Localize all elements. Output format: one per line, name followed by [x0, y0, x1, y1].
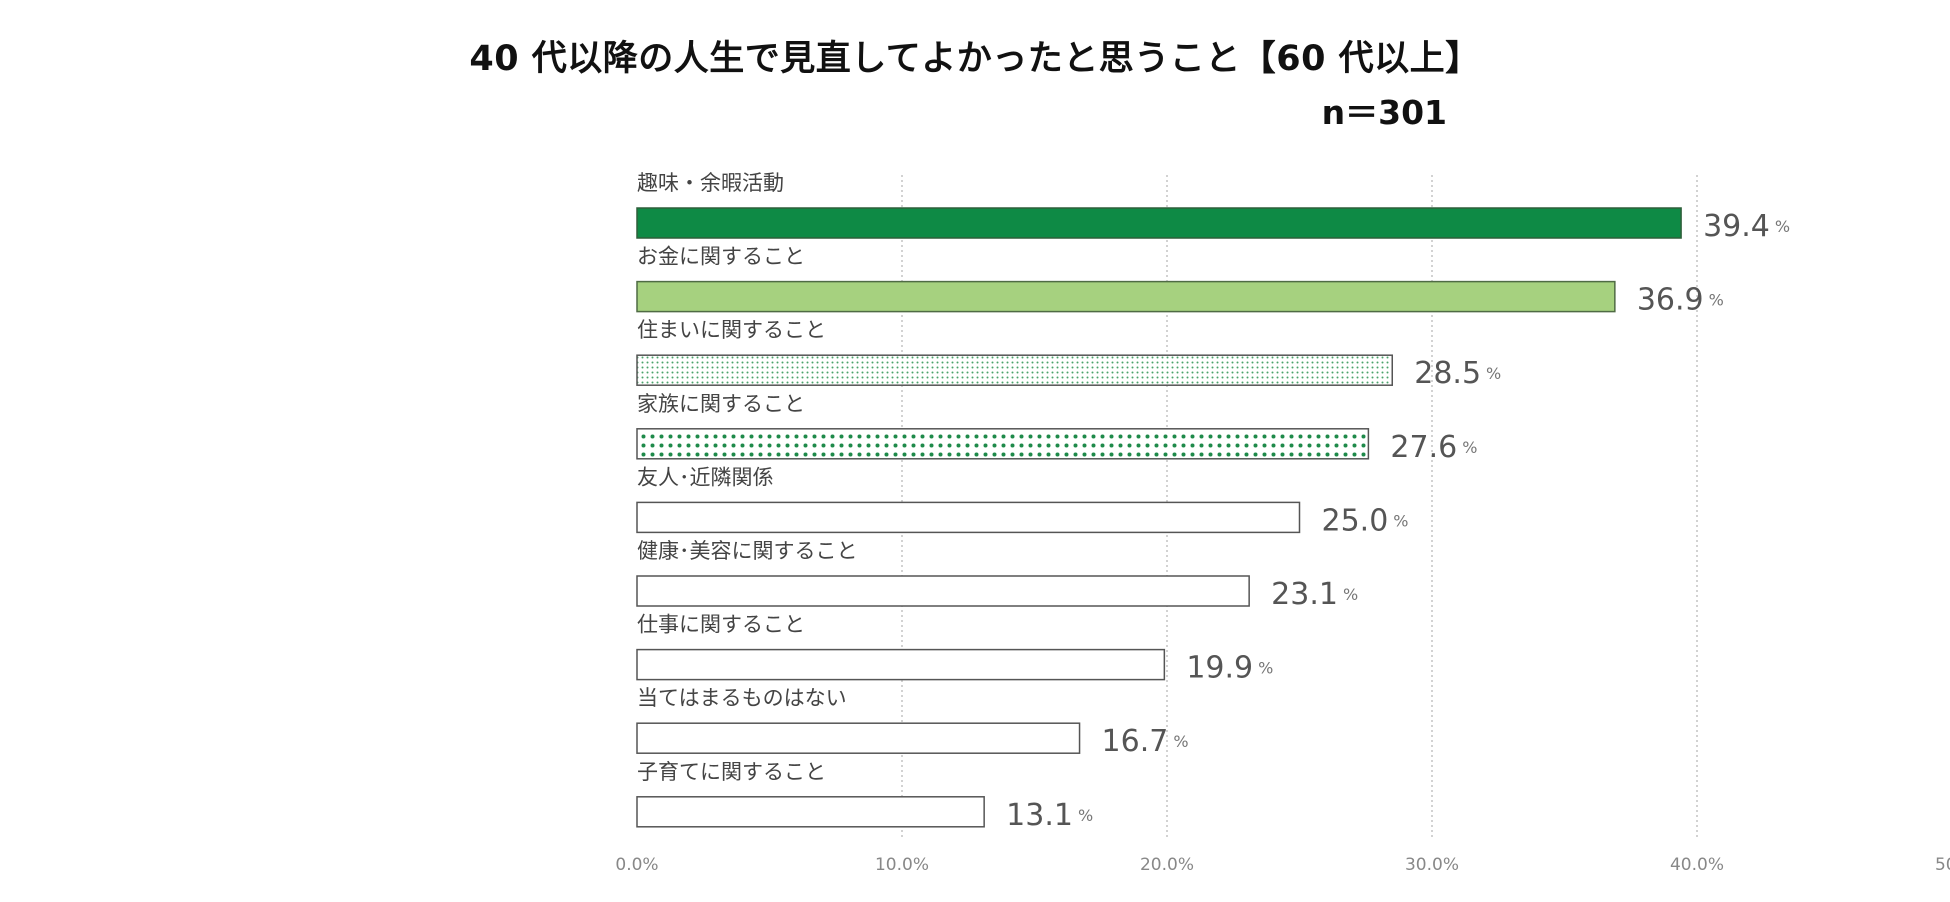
x-tick-label: 50.0%: [1935, 855, 1950, 875]
category-label: 友人･近隣関係: [637, 465, 774, 489]
sample-size-label: n＝301: [1321, 93, 1447, 132]
bar: [636, 207, 1682, 239]
x-tick-label: 40.0%: [1670, 855, 1724, 875]
value-label: 28.5: [1414, 356, 1481, 391]
value-label: 23.1: [1271, 577, 1338, 612]
bar: [636, 354, 1393, 386]
bars: 趣味・余暇活動 39.4 % お金に関すること 36.9 % 住まいに関すること 28.5 % 家…: [636, 171, 1790, 833]
x-axis-ticks: 0.0% 10.0% 20.0% 30.0% 40.0% 50.0%: [615, 855, 1950, 875]
category-label: 健康･美容に関すること: [637, 539, 858, 563]
percent-sign: %: [1775, 217, 1790, 236]
percent-sign: %: [1393, 511, 1408, 530]
percent-sign: %: [1173, 732, 1188, 751]
value-label: 19.9: [1186, 651, 1253, 686]
x-tick-label: 0.0%: [615, 855, 658, 875]
x-tick-label: 30.0%: [1405, 855, 1459, 875]
chart-title: 40 代以降の人生で見直してよかったと思うこと【60 代以上】: [469, 39, 1481, 79]
bar: [636, 648, 1166, 681]
category-label: 仕事に関すること: [637, 613, 805, 637]
value-label: 36.9: [1637, 283, 1704, 318]
category-label: 子育てに関すること: [637, 760, 826, 784]
value-label: 39.4: [1703, 209, 1770, 244]
percent-sign: %: [1258, 659, 1273, 678]
value-label: 27.6: [1390, 430, 1457, 465]
value-label: 16.7: [1102, 724, 1169, 759]
x-tick-label: 20.0%: [1140, 855, 1194, 875]
category-label: 趣味・余暇活動: [637, 171, 784, 195]
category-label: 当てはまるものはない: [637, 686, 847, 710]
bar: [636, 575, 1250, 607]
percent-sign: %: [1343, 585, 1358, 604]
percent-sign: %: [1486, 364, 1501, 383]
bar: [636, 280, 1616, 313]
percent-sign: %: [1709, 291, 1724, 310]
category-label: お金に関すること: [637, 245, 805, 269]
bar: [636, 501, 1301, 534]
x-tick-label: 10.0%: [875, 855, 929, 875]
category-label: 家族に関すること: [637, 392, 805, 416]
percent-sign: %: [1078, 806, 1093, 825]
category-label: 住まいに関すること: [637, 318, 826, 342]
bar: [636, 796, 985, 828]
percent-sign: %: [1462, 438, 1477, 457]
bar: [636, 722, 1081, 754]
bar: [636, 428, 1370, 460]
value-label: 13.1: [1006, 798, 1073, 833]
value-label: 25.0: [1322, 503, 1389, 538]
